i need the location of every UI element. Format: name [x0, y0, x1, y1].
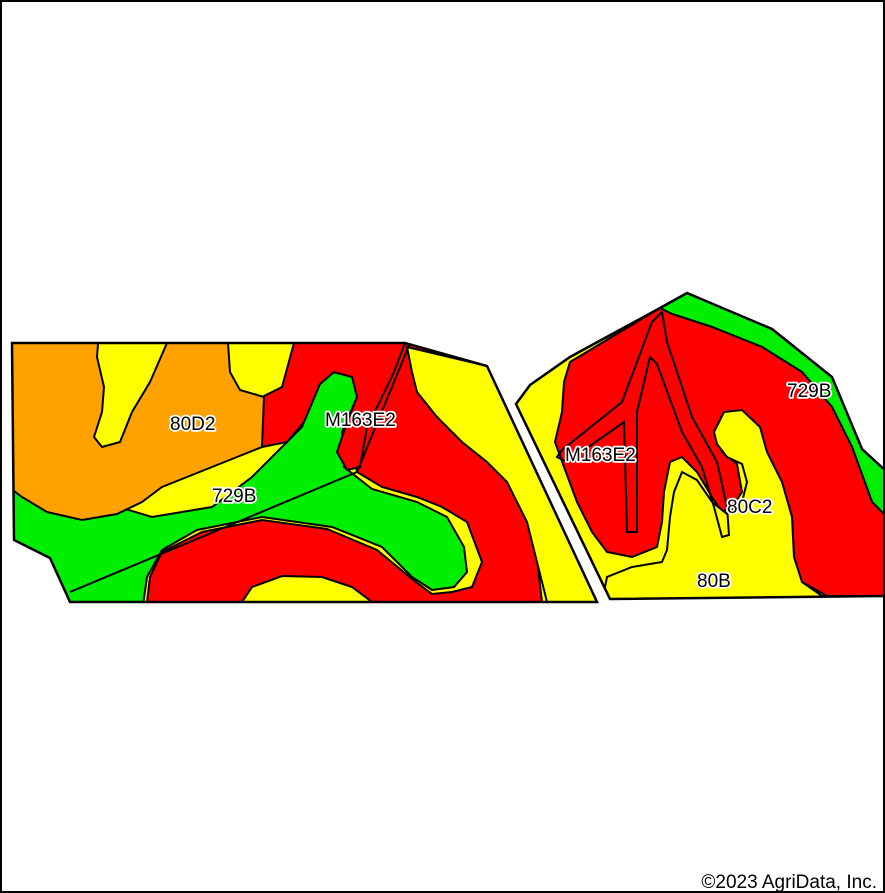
label-east-M163E2: M163E2: [565, 445, 636, 466]
label-west-729B: 729B: [212, 486, 256, 507]
copyright-notice: ©2023 AgriData, Inc.: [701, 872, 877, 893]
zone-M163E2-west: [261, 343, 407, 472]
label-west-80D2: 80D2: [170, 414, 215, 435]
label-east-80C2: 80C2: [727, 497, 772, 518]
label-west-M163E2: M163E2: [325, 410, 396, 431]
west-field: [12, 343, 597, 602]
division-line-upper: [356, 343, 411, 473]
west-field-outline: [10, 341, 599, 604]
zone-80C2-east: [600, 408, 883, 599]
east-field-outline: [514, 291, 883, 601]
label-east-729B: 729B: [787, 381, 831, 402]
zone-729B-west: [12, 370, 469, 602]
zone-yellow-bottom-west: [240, 574, 375, 602]
division-line-diagonal: [69, 471, 358, 593]
zone-80D2-west: [12, 343, 266, 522]
drainage-channel: [555, 309, 731, 539]
label-east-80B: 80B: [697, 571, 731, 592]
